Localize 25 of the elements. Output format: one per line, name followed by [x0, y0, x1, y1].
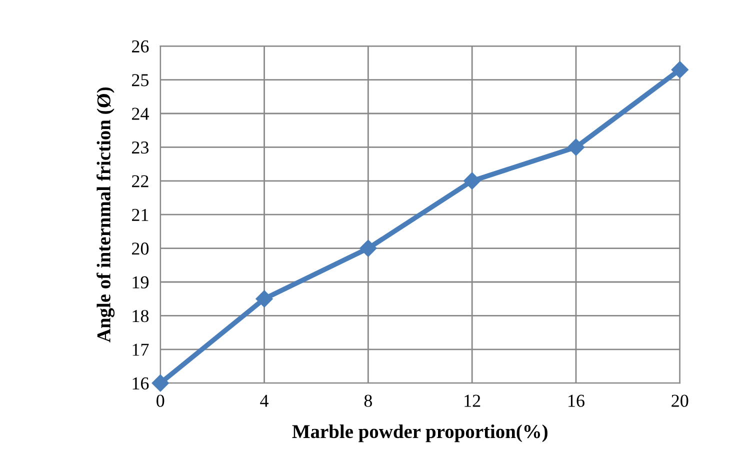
y-tick-label: 17	[132, 344, 149, 356]
x-axis-title: Marble powder proportion(%)	[292, 424, 548, 442]
y-tick-label: 20	[132, 242, 149, 255]
y-tick-label: 16	[132, 377, 149, 390]
y-axis-title: Angle of internmal friction (Ø)	[96, 87, 115, 342]
x-tick-label: 4	[260, 394, 268, 407]
x-tick-label: 12	[464, 394, 480, 407]
y-tick-label: 19	[132, 276, 149, 288]
y-tick-label: 18	[132, 310, 149, 322]
point	[567, 138, 585, 156]
x-tick-label: 16	[568, 394, 584, 407]
y-tick-label: 22	[132, 175, 148, 188]
y-tick-label: 21	[132, 208, 148, 221]
point	[464, 172, 481, 190]
y-tick-label: 23	[132, 142, 149, 154]
x-tick-label: 0	[156, 394, 164, 407]
point	[152, 374, 169, 392]
point	[256, 290, 273, 308]
y-tick-label: 26	[132, 40, 149, 53]
x-tick-label: 20	[672, 394, 688, 407]
point	[671, 61, 688, 78]
y-tick-label: 24	[132, 108, 149, 120]
point	[360, 240, 377, 257]
x-tick-label: 8	[364, 394, 372, 407]
y-tick-label: 25	[132, 74, 149, 86]
